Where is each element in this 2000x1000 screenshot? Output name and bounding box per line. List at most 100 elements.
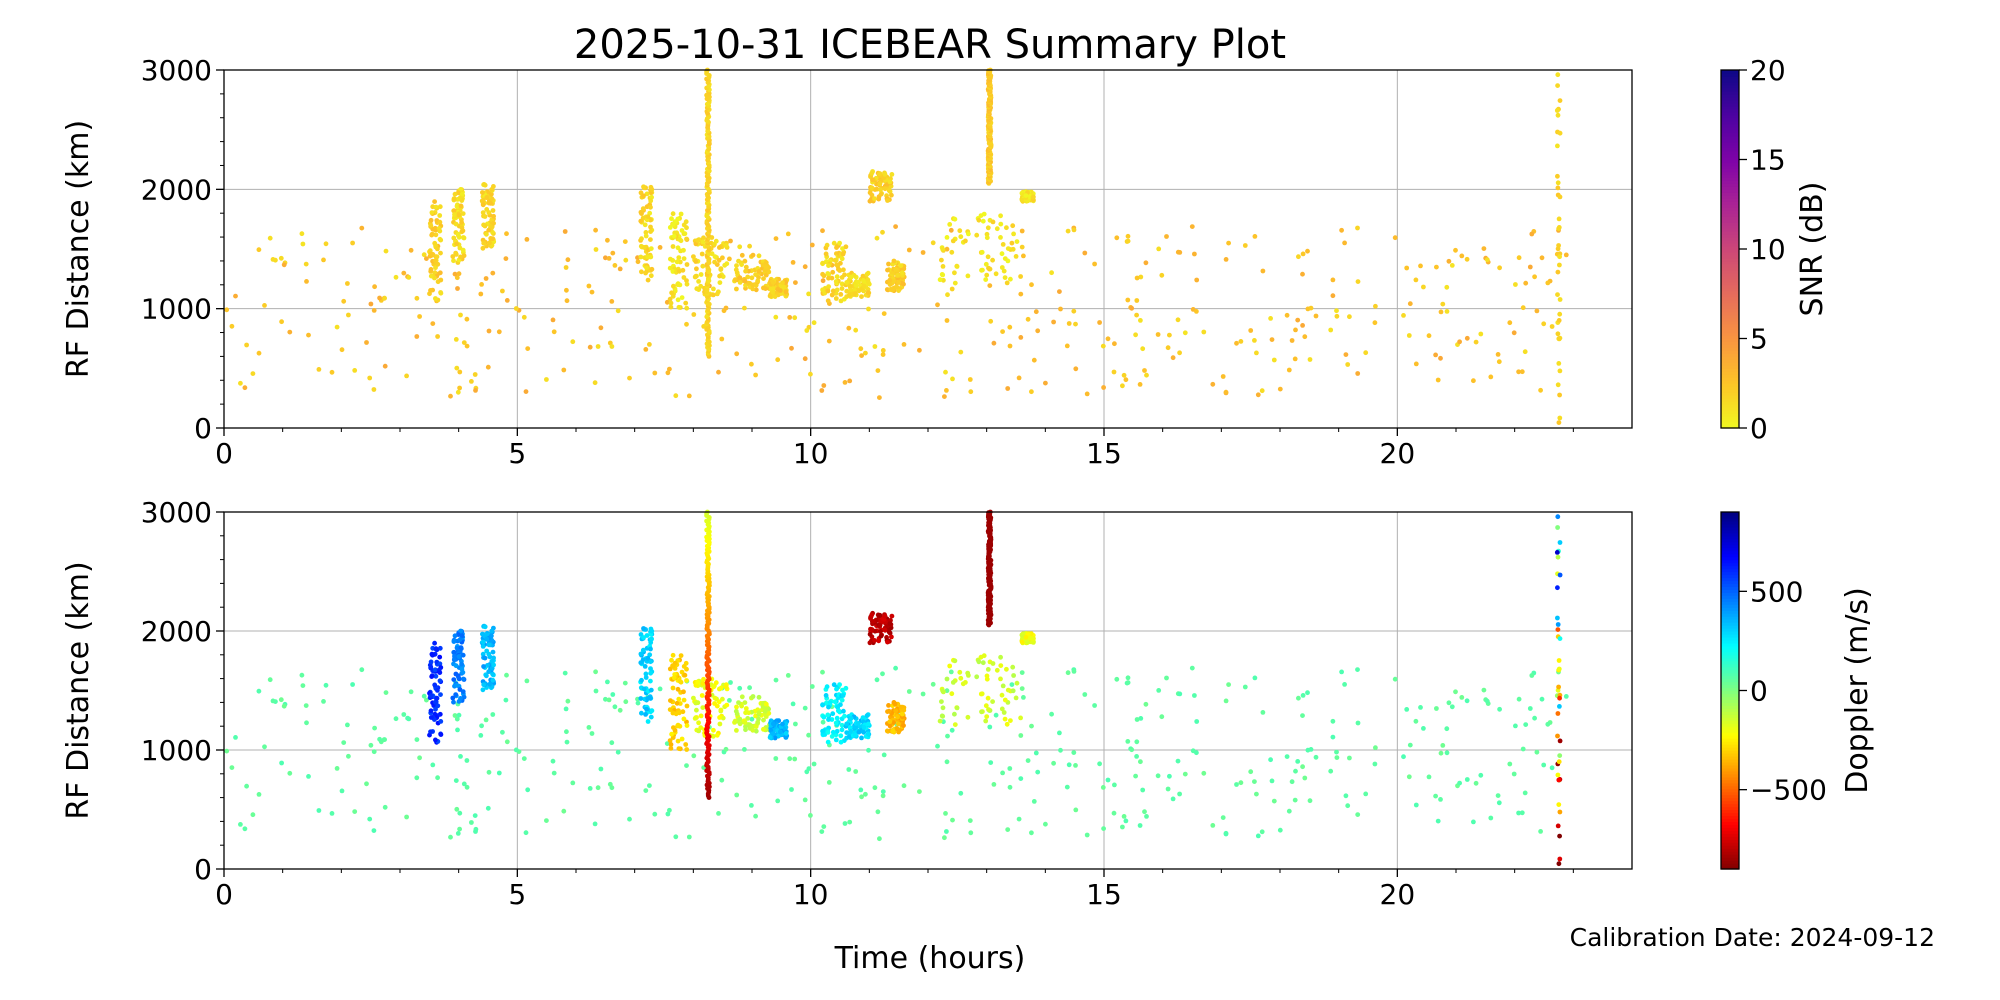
- data-point: [837, 268, 843, 273]
- data-point: [872, 638, 877, 643]
- data-point: [452, 713, 458, 718]
- data-point: [870, 177, 876, 183]
- data-point: [1302, 775, 1308, 781]
- data-point: [1260, 710, 1266, 715]
- data-point: [848, 716, 854, 721]
- data-point: [242, 385, 248, 391]
- data-point: [1440, 743, 1446, 748]
- data-point: [461, 235, 466, 240]
- data-point: [838, 298, 844, 304]
- data-point: [1308, 305, 1314, 311]
- data-point: [1000, 770, 1005, 776]
- data-point: [1557, 753, 1563, 758]
- data-point: [648, 687, 654, 693]
- data-point: [563, 706, 569, 712]
- data-point: [878, 633, 884, 639]
- data-point: [1413, 718, 1419, 724]
- data-point: [824, 259, 829, 264]
- data-point: [438, 277, 444, 283]
- data-point: [823, 251, 829, 257]
- data-point: [1307, 357, 1313, 362]
- data-point: [700, 239, 706, 245]
- data-point: [432, 699, 438, 705]
- data-point: [438, 250, 443, 256]
- data-point: [984, 676, 990, 682]
- data-point: [1268, 316, 1273, 321]
- colorbar-segment: [1721, 657, 1739, 662]
- data-point: [1001, 710, 1007, 715]
- data-point: [974, 674, 980, 680]
- data-point: [1446, 700, 1452, 706]
- data-point: [737, 280, 743, 285]
- colorbar-label: SNR (dB): [1795, 182, 1830, 317]
- data-point: [1201, 329, 1207, 335]
- data-point: [783, 289, 789, 295]
- data-point: [954, 705, 960, 711]
- data-point: [428, 729, 433, 735]
- data-point: [957, 669, 963, 675]
- data-point: [562, 670, 568, 676]
- data-point: [1100, 343, 1106, 349]
- data-point: [878, 187, 883, 193]
- data-point: [432, 682, 438, 688]
- data-point: [598, 325, 604, 331]
- data-point: [1453, 689, 1458, 695]
- data-point: [985, 695, 991, 701]
- data-point: [1519, 810, 1525, 816]
- data-point: [1220, 374, 1226, 379]
- colorbar-segment: [1721, 383, 1739, 387]
- data-point: [1277, 386, 1283, 392]
- data-point: [404, 373, 409, 379]
- data-point: [1159, 272, 1165, 278]
- colorbar-segment: [1721, 770, 1739, 775]
- data-point: [1043, 821, 1048, 827]
- colorbar-segment: [1721, 347, 1739, 352]
- data-point: [1507, 761, 1513, 767]
- data-point: [432, 640, 437, 646]
- x-tick-label: 5: [508, 437, 526, 470]
- data-point: [393, 274, 399, 280]
- data-point: [986, 707, 991, 712]
- data-point: [453, 663, 459, 669]
- colorbar-segment: [1721, 129, 1739, 134]
- data-point: [867, 190, 873, 196]
- colorbar-segment: [1721, 254, 1739, 259]
- data-point: [457, 637, 463, 642]
- data-point: [877, 181, 883, 187]
- data-point: [623, 699, 629, 705]
- data-point: [861, 283, 867, 289]
- data-point: [609, 785, 615, 791]
- data-point: [503, 256, 509, 261]
- data-point: [341, 740, 347, 745]
- colorbar-segment: [1721, 663, 1739, 668]
- data-point: [761, 717, 766, 723]
- data-point: [372, 284, 377, 290]
- data-point: [846, 767, 852, 772]
- data-point: [1444, 284, 1450, 290]
- data-point: [986, 265, 991, 271]
- colorbar-segment: [1721, 535, 1739, 540]
- data-point: [899, 270, 905, 276]
- colorbar-segment: [1721, 836, 1739, 840]
- data-point: [1413, 802, 1419, 808]
- data-point: [734, 704, 739, 710]
- colorbar-segment: [1721, 180, 1739, 184]
- data-point: [917, 347, 922, 353]
- colorbar-segment: [1721, 791, 1739, 796]
- data-point: [891, 700, 897, 705]
- data-point: [383, 690, 389, 695]
- data-point: [958, 675, 964, 681]
- data-point: [980, 218, 986, 224]
- colorbar-segment: [1721, 818, 1739, 822]
- data-point: [1555, 180, 1561, 186]
- data-point: [1292, 797, 1298, 803]
- data-point: [844, 280, 850, 285]
- data-point: [944, 235, 950, 240]
- data-point: [834, 728, 840, 734]
- colorbar-segment: [1721, 135, 1739, 140]
- data-point: [524, 237, 530, 242]
- data-point: [278, 697, 284, 703]
- data-point: [480, 687, 486, 693]
- data-point: [473, 829, 478, 834]
- data-point: [1133, 332, 1138, 338]
